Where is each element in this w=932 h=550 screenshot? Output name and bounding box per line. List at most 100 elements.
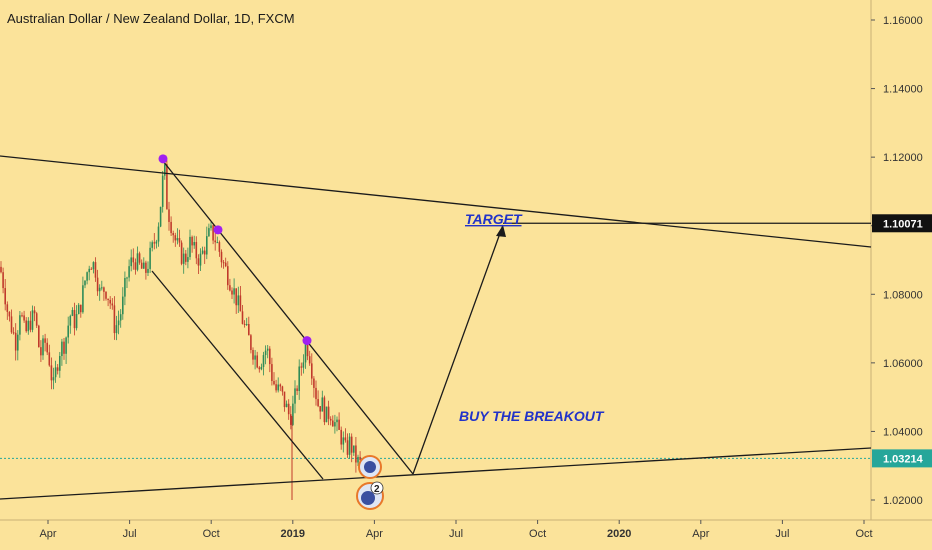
candle-body [113, 305, 116, 334]
candle-body [90, 268, 93, 270]
candle-body [292, 403, 294, 425]
candle-body [187, 257, 189, 262]
event-icons[interactable]: 2 [356, 455, 384, 510]
candle-body [96, 277, 99, 292]
channel-lower-line[interactable] [151, 270, 324, 480]
candle-body [126, 277, 128, 279]
candle-body [59, 356, 61, 371]
candle-body [140, 262, 143, 269]
current-price-label: 1.03214 [872, 449, 932, 468]
event-count-badge [370, 481, 384, 495]
target-annotation[interactable]: TARGET [465, 211, 523, 227]
candle-body [159, 206, 162, 227]
candle-body [336, 419, 338, 423]
candle-body [220, 251, 223, 263]
candle-body [185, 253, 187, 262]
candle-body [216, 242, 219, 244]
candle-body [48, 352, 51, 366]
y-tick-label: 1.08000 [883, 289, 923, 301]
candle-body [4, 288, 6, 305]
candle-body [233, 288, 235, 295]
candle-body [164, 164, 166, 176]
channel-upper-line[interactable] [162, 160, 414, 475]
candle-body [262, 355, 265, 367]
candle-body [298, 366, 300, 391]
candle-body [277, 384, 279, 391]
y-tick-label: 1.02000 [883, 495, 923, 507]
candle-body [264, 350, 267, 356]
candle-body [306, 343, 309, 357]
projection-arrow-line[interactable] [412, 224, 504, 475]
candle-body [42, 338, 44, 356]
candle-body [319, 406, 321, 412]
candle-body [14, 332, 17, 351]
candle-body [346, 440, 349, 455]
candle-body [147, 268, 149, 273]
candle-body [254, 355, 256, 360]
candle-body [130, 257, 132, 267]
candle-body [266, 348, 269, 351]
x-tick-label: 2019 [281, 528, 305, 540]
candle-body [67, 325, 69, 338]
candle-body [50, 365, 53, 381]
candle-body [77, 304, 80, 315]
candle-body [287, 403, 290, 415]
candle-body [197, 258, 200, 266]
candle-body [119, 314, 122, 321]
x-tick-label: Oct [855, 528, 872, 540]
candle-body [86, 272, 88, 281]
candle-body [208, 228, 210, 237]
candle-body [203, 250, 206, 255]
candle-body [69, 315, 72, 326]
candle-body [92, 262, 95, 270]
candle-body [155, 241, 158, 244]
candle-body [210, 225, 212, 229]
candle-body [338, 419, 340, 430]
pivot-point [213, 225, 223, 235]
candle-body [296, 388, 298, 391]
candle-body [149, 247, 151, 269]
candle-body [75, 314, 78, 329]
candle-body [283, 391, 286, 408]
x-tick-label: Jul [775, 528, 789, 540]
candle-body [61, 341, 63, 357]
candle-body [19, 315, 21, 335]
pivot-markers [158, 154, 312, 346]
event-flag-icon-inner [361, 491, 375, 505]
candle-body [350, 436, 353, 453]
candle-body [161, 175, 164, 207]
candle-body [357, 456, 359, 463]
candle-body [281, 386, 284, 392]
candle-body [157, 226, 160, 242]
candle-body [44, 338, 46, 343]
candle-body [300, 366, 303, 368]
candle-body [218, 242, 221, 252]
lower-trendline[interactable] [0, 447, 872, 500]
y-tick-label: 1.04000 [883, 426, 923, 438]
candle-body [201, 250, 204, 254]
candle-body [17, 334, 19, 351]
candle-body [80, 304, 82, 313]
candle-body [313, 378, 315, 388]
candle-body [231, 290, 233, 295]
candle-body [271, 364, 273, 382]
candle-body [134, 262, 137, 270]
buy-breakout-annotation[interactable]: BUY THE BREAKOUT [459, 408, 605, 424]
candle-body [151, 242, 153, 248]
candle-body [168, 209, 170, 222]
candles [0, 160, 361, 500]
candle-body [63, 341, 65, 354]
candle-body [325, 406, 328, 423]
upper-trendline[interactable] [0, 155, 872, 248]
time-axis: Apr Jul Oct 2019 Apr Jul Oct 2020 Apr Jul Oct [39, 520, 873, 540]
y-tick-label: 1.06000 [883, 358, 923, 370]
candle-body [122, 296, 124, 315]
candle-body [193, 242, 195, 246]
candle-body [342, 437, 345, 445]
current-price-label-text: 1.03214 [883, 453, 924, 465]
candle-body [136, 253, 139, 270]
x-tick-label: 2020 [607, 528, 631, 540]
candle-body [12, 332, 15, 334]
candle-body [174, 235, 177, 241]
